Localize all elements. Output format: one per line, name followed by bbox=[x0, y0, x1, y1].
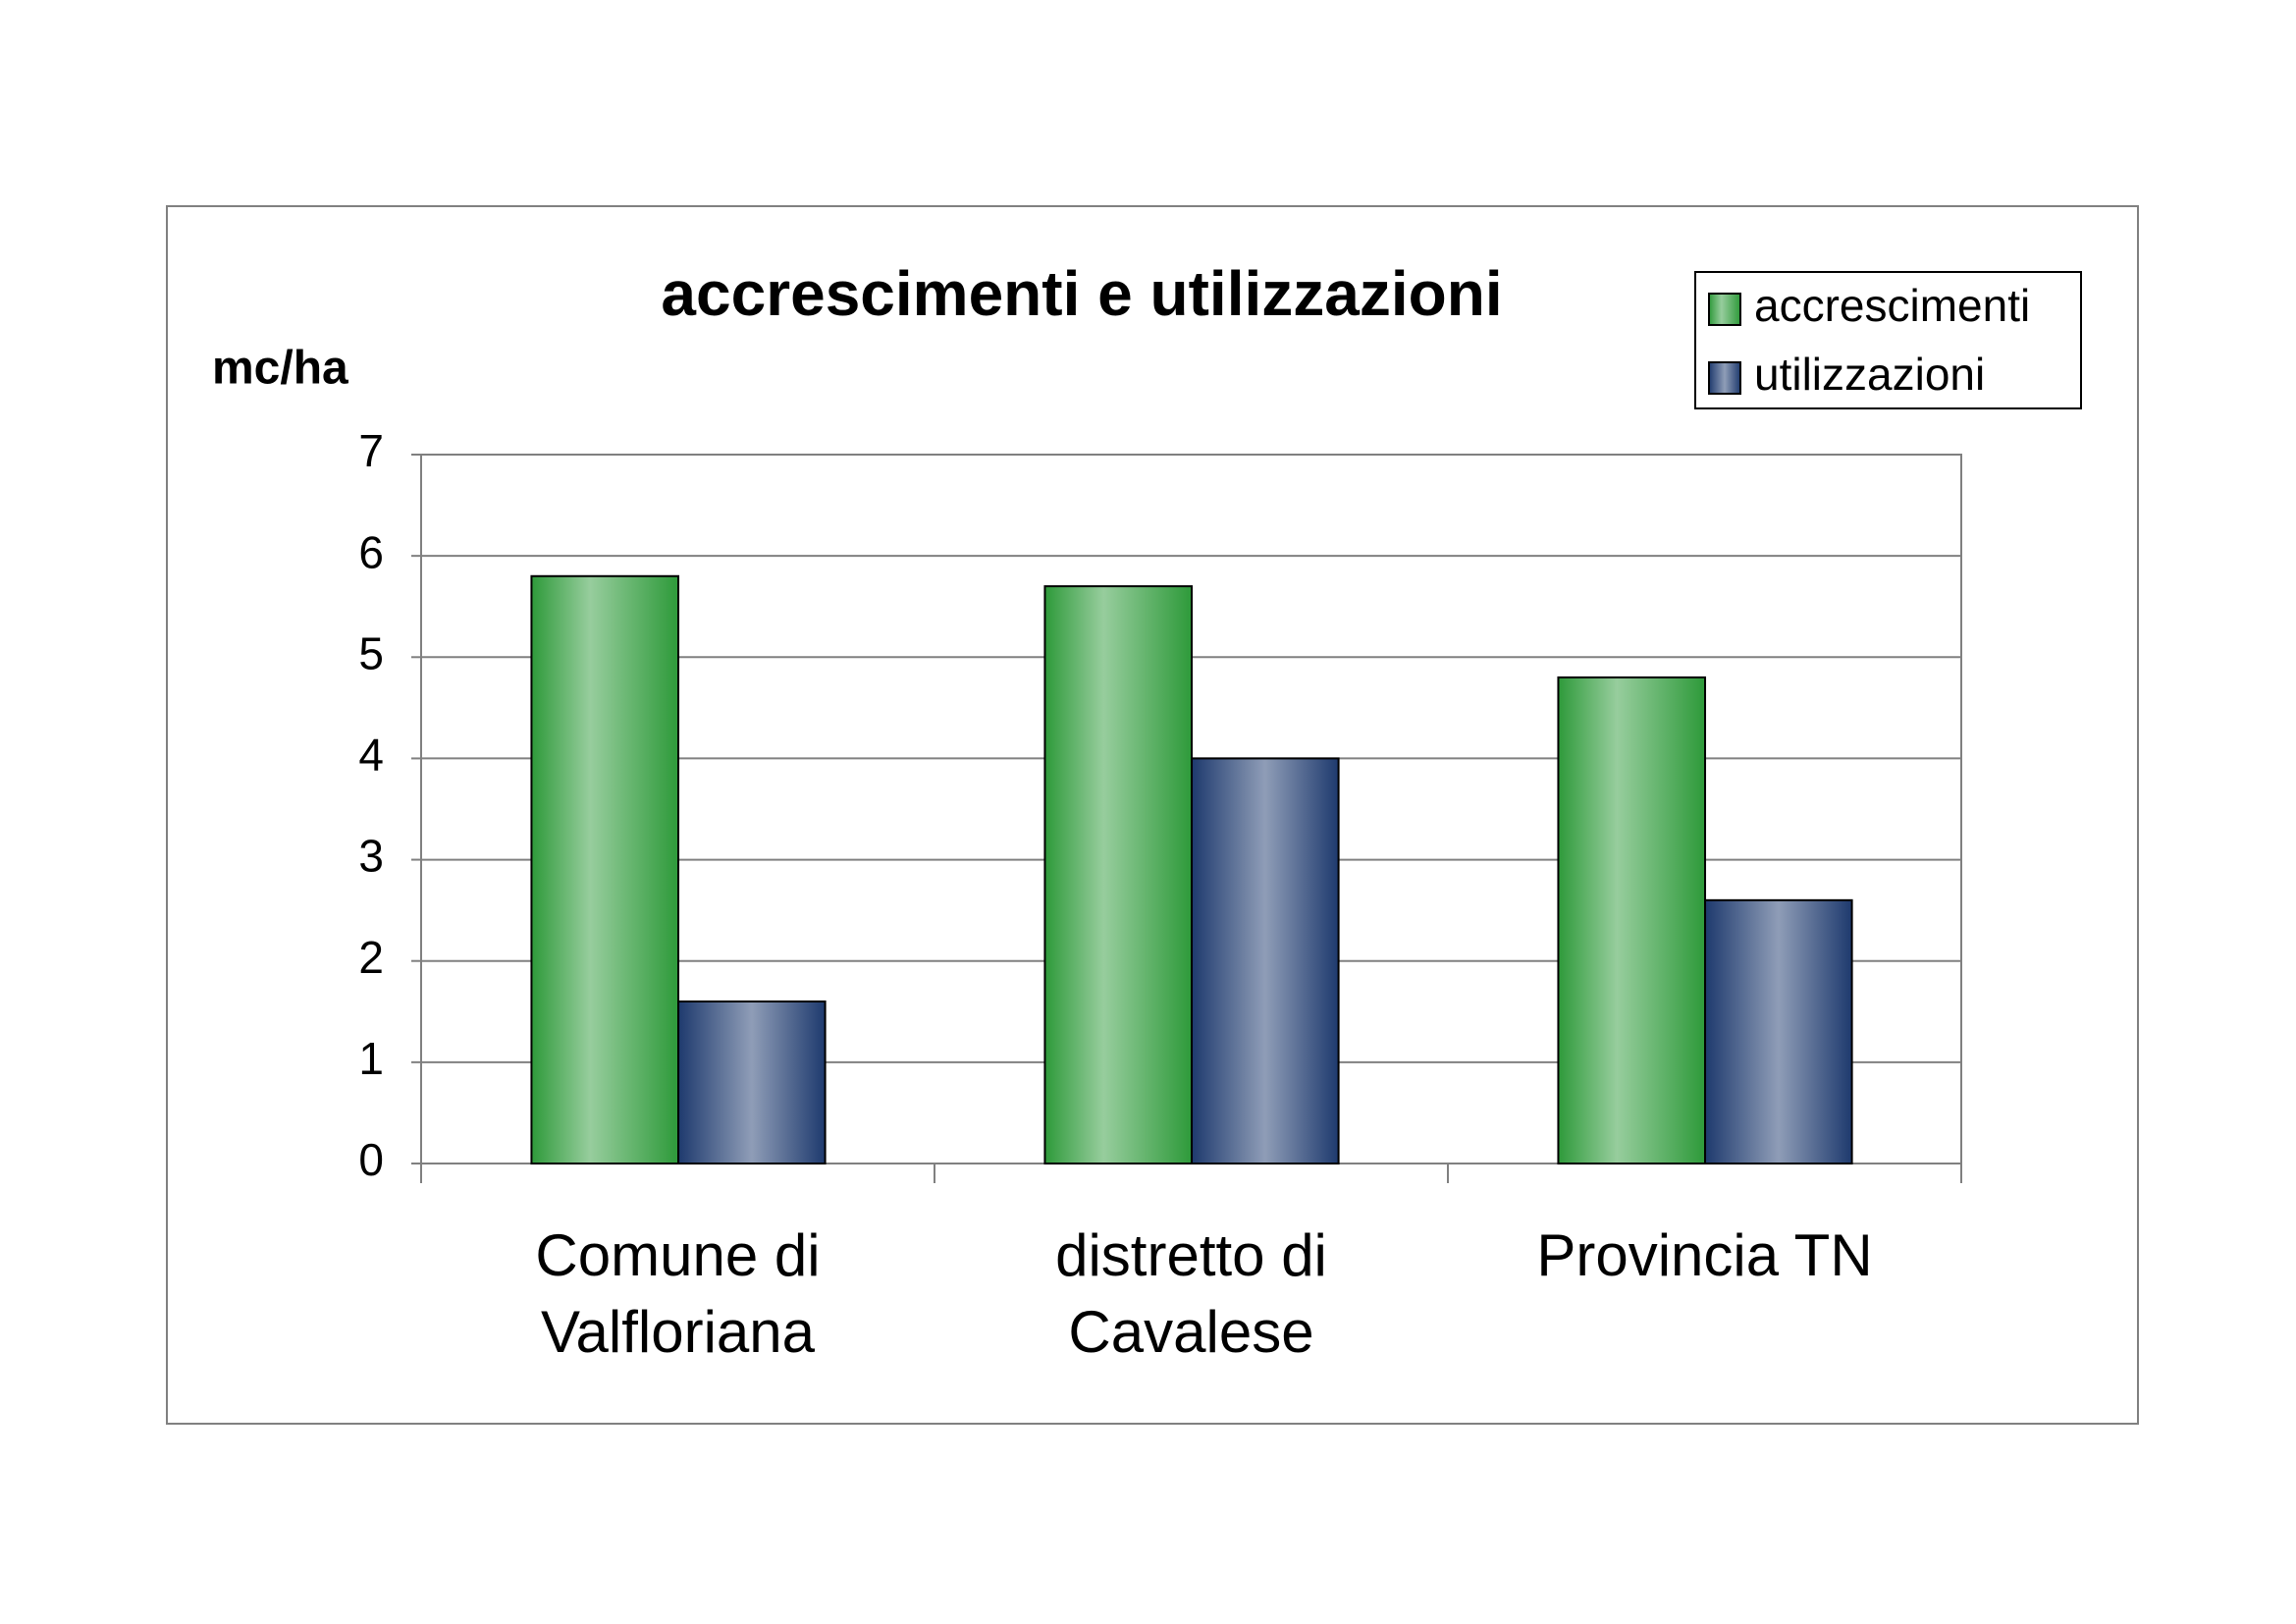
x-tick-label: Provincia TN bbox=[1536, 1222, 1873, 1288]
y-tick-label: 7 bbox=[358, 425, 384, 476]
bar bbox=[530, 574, 680, 1164]
y-tick-label: 4 bbox=[358, 730, 384, 781]
bar bbox=[1191, 757, 1340, 1165]
bar bbox=[1043, 585, 1194, 1164]
x-tick-label: distretto di Cavalese bbox=[1055, 1222, 1327, 1365]
legend-swatch bbox=[1708, 361, 1741, 395]
legend bbox=[1694, 271, 2082, 409]
y-tick-label: 2 bbox=[358, 932, 384, 983]
x-tick-label: Comune di Valfloriana bbox=[535, 1222, 821, 1365]
chart-title: accrescimenti e utilizzazioni bbox=[661, 258, 1502, 329]
bar bbox=[1704, 898, 1853, 1164]
y-axis-label: mc/ha bbox=[212, 343, 348, 395]
y-tick-label: 0 bbox=[358, 1134, 384, 1185]
y-tick-label: 6 bbox=[358, 526, 384, 577]
y-tick-label: 5 bbox=[358, 627, 384, 678]
y-tick-label: 1 bbox=[358, 1033, 384, 1084]
legend-label: accrescimenti bbox=[1754, 280, 2030, 331]
bar bbox=[1557, 676, 1707, 1165]
legend-label: utilizzazioni bbox=[1754, 349, 1985, 400]
y-tick-label: 3 bbox=[358, 831, 384, 882]
legend-swatch bbox=[1708, 293, 1741, 326]
bar bbox=[677, 1000, 827, 1164]
